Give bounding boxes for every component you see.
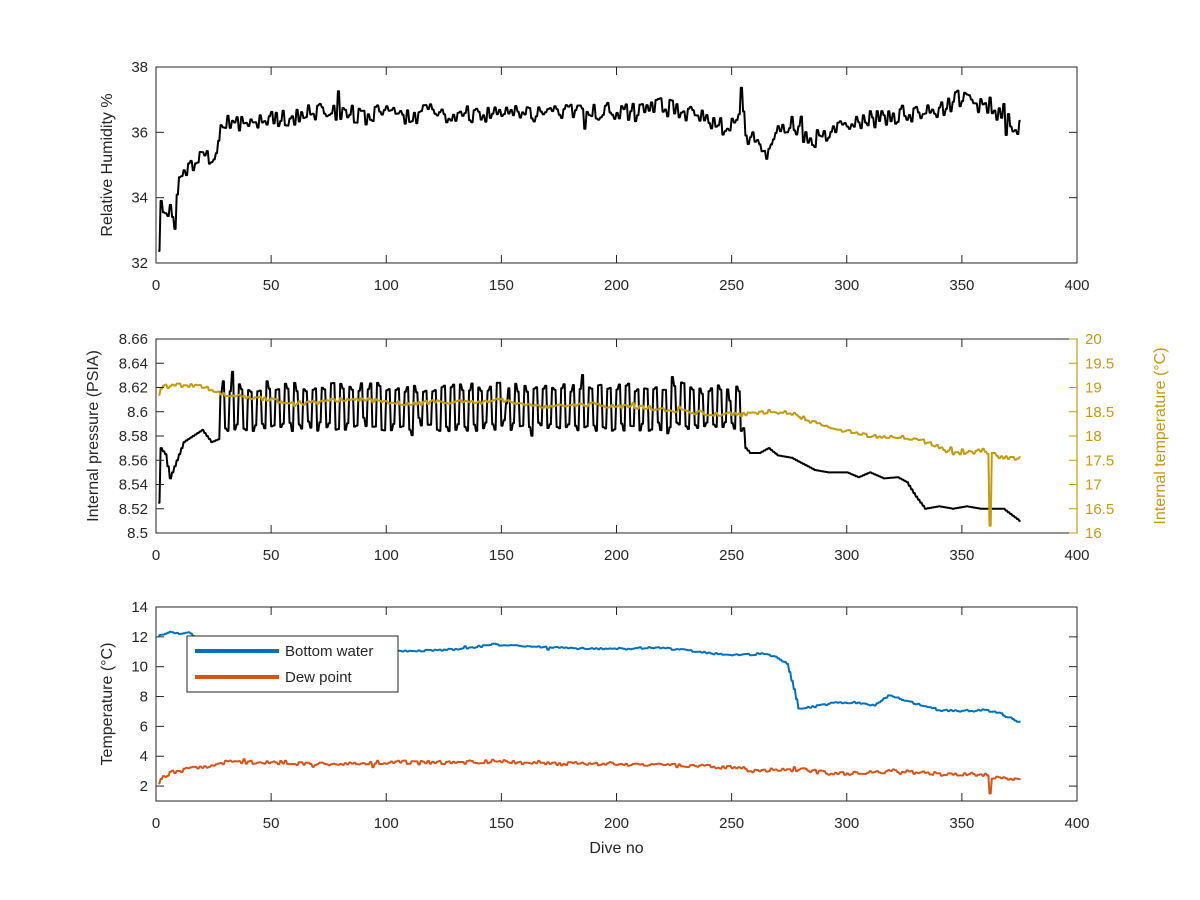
relative-humidity-panel: 0 50 100 150 200 250 300 350 400 32 34 36 38 Relative… [99,59,1090,294]
y-tick-label-top-2: 36 [131,124,148,141]
y-right-tick-label-1: 16.5 [1085,501,1114,518]
y-axis-label-middle: Internal pressure (PSIA) [85,350,102,522]
y-tick-label-middle-3: 8.56 [119,452,148,469]
y-tick-label-top-0: 32 [131,255,148,272]
y-tick-label-top-3: 38 [131,59,148,76]
y-right-tick-label-7: 19.5 [1085,355,1114,372]
x-tick-label-middle-5: 250 [719,547,744,564]
x-tick-label-bottom-4: 200 [604,815,629,832]
x-tick-label-middle-8: 400 [1064,547,1089,564]
internal-pressure-temperature-panel: 0 50 100 150 200 250 300 350 400 8.5 8.52 8.54 8.56 8… [85,331,1169,564]
y-tick-label-middle-4: 8.58 [119,428,148,445]
y-tick-label-bottom-6: 14 [131,599,148,616]
series-line-bottom-1 [158,758,1021,795]
y-tick-label-bottom-1: 4 [140,748,148,765]
x-tick-label-top-8: 400 [1064,277,1089,294]
y-tick-label-middle-7: 8.64 [119,355,148,372]
y-tick-label-bottom-3: 8 [140,689,148,706]
x-tick-label-middle-4: 200 [604,547,629,564]
x-tick-label-top-4: 200 [604,277,629,294]
y-tick-label-middle-6: 8.62 [119,380,148,397]
x-tick-label-top-7: 350 [949,277,974,294]
legend: Bottom water Dew point [186,635,399,693]
series-line-top-0 [158,86,1021,252]
x-tick-label-middle-6: 300 [834,547,859,564]
x-tick-label-top-2: 100 [374,277,399,294]
y-tick-label-middle-5: 8.6 [127,404,148,421]
legend-box [186,635,399,693]
y-tick-label-bottom-2: 6 [140,718,148,735]
x-tick-label-middle-3: 150 [489,547,514,564]
x-tick-label-middle-2: 100 [374,547,399,564]
x-tick-label-bottom-0: 0 [152,815,160,832]
x-tick-label-top-1: 50 [263,277,280,294]
x-tick-label-middle-7: 350 [949,547,974,564]
x-tick-label-top-6: 300 [834,277,859,294]
y-right-tick-label-4: 18 [1085,428,1102,445]
x-tick-label-top-0: 0 [152,277,160,294]
x-tick-label-bottom-7: 350 [949,815,974,832]
y-right-tick-label-3: 17.5 [1085,452,1114,469]
x-tick-label-middle-0: 0 [152,547,160,564]
y-right-tick-label-5: 18.5 [1085,404,1114,421]
y-tick-label-bottom-0: 2 [140,778,148,795]
x-tick-label-bottom-8: 400 [1064,815,1089,832]
x-tick-label-bottom-2: 100 [374,815,399,832]
y-right-tick-label-8: 20 [1085,331,1102,348]
y-tick-label-middle-2: 8.54 [119,477,148,494]
y-tick-label-middle-0: 8.5 [127,525,148,542]
y-axis-label-top: Relative Humidity % [99,93,116,236]
x-tick-label-middle-1: 50 [263,547,280,564]
legend-label-0: Bottom water [285,643,373,660]
x-axis-label-bottom: Dive no [589,840,643,857]
y-right-tick-label-6: 19 [1085,380,1102,397]
y-tick-label-bottom-4: 10 [131,659,148,676]
x-tick-label-bottom-6: 300 [834,815,859,832]
y-axis-label-right: Internal temperature (°C) [1152,347,1169,524]
x-tick-label-bottom-5: 250 [719,815,744,832]
y-tick-label-middle-1: 8.52 [119,501,148,518]
y-right-tick-label-0: 16 [1085,525,1102,542]
series-line-middle-0 [158,370,1021,522]
y-tick-label-top-1: 34 [131,190,148,207]
x-tick-label-top-5: 250 [719,277,744,294]
x-tick-label-bottom-3: 150 [489,815,514,832]
legend-label-1: Dew point [285,669,353,686]
series-line-middle-1 [158,382,1021,527]
y-tick-label-middle-8: 8.66 [119,331,148,348]
y-right-tick-label-2: 17 [1085,477,1102,494]
x-tick-label-top-3: 150 [489,277,514,294]
temperature-panel: 0 50 100 150 200 250 300 350 400 2 4 6 8 10 12 14 Temper… [99,599,1090,857]
y-axis-label-bottom: Temperature (°C) [99,643,116,766]
x-tick-label-bottom-1: 50 [263,815,280,832]
y-tick-label-bottom-5: 12 [131,629,148,646]
